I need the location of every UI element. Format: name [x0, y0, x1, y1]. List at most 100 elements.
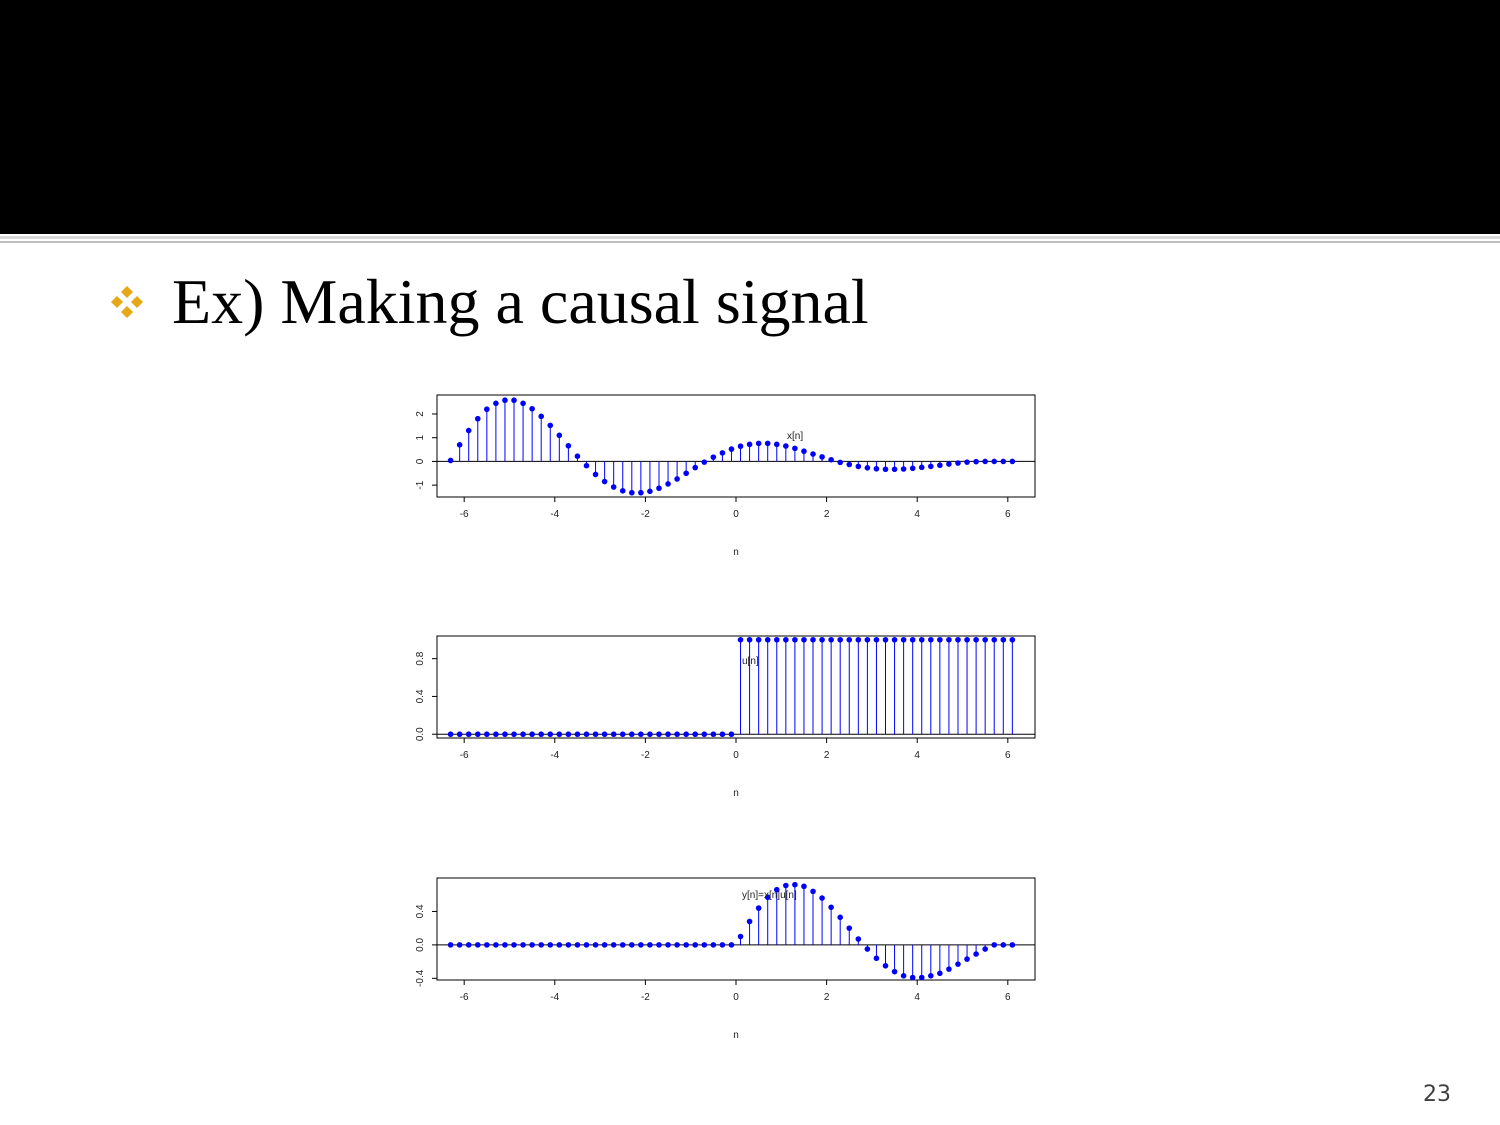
- stem-point: [991, 942, 998, 948]
- stem-point: [701, 942, 708, 948]
- title-divider-line-secondary: [0, 241, 1500, 243]
- stem-point: [991, 458, 998, 465]
- stem-point: [647, 942, 653, 948]
- stem-point: [529, 731, 535, 738]
- stem-point: [773, 636, 780, 643]
- stem-point: [710, 731, 717, 738]
- stem-point: [864, 636, 871, 643]
- stem-point: [719, 942, 726, 948]
- y-tick-label: 0.0: [415, 937, 426, 951]
- stem-point: [937, 970, 943, 977]
- stem-point: [728, 446, 735, 452]
- stem-point: [737, 636, 744, 643]
- stem-point: [955, 636, 961, 643]
- stem-point: [783, 882, 789, 889]
- stem-point: [665, 942, 671, 948]
- stem-point: [964, 956, 970, 962]
- stem-point: [928, 636, 934, 643]
- stem-point: [900, 466, 907, 472]
- stem-point: [683, 731, 689, 738]
- stem-point: [882, 962, 889, 969]
- stem-point: [710, 454, 717, 460]
- plot-frame: [436, 635, 1036, 739]
- stem-point: [891, 968, 898, 975]
- stem-point: [973, 951, 979, 957]
- stem-point: [601, 478, 608, 485]
- y-tick-label: -0.4: [415, 969, 426, 987]
- x-tick-label: -4: [550, 992, 559, 1003]
- stem-point: [855, 463, 862, 470]
- stem-point: [783, 443, 789, 449]
- stem-point: [792, 636, 798, 643]
- stem-point: [991, 636, 998, 643]
- stem-point: [946, 636, 952, 643]
- stem-point: [565, 731, 572, 738]
- stem-point: [837, 636, 843, 643]
- stem-point: [719, 450, 726, 456]
- stem-point: [746, 918, 753, 925]
- stem-point: [764, 440, 771, 447]
- y-tick-label: 0.4: [415, 904, 426, 918]
- x-tick-label: 2: [824, 750, 830, 761]
- stem-point: [737, 443, 744, 450]
- stem-point: [465, 942, 472, 948]
- stem-point: [484, 731, 490, 738]
- y-tick-label: -1: [415, 480, 426, 489]
- stem-point: [583, 462, 590, 469]
- x-axis-label: n: [733, 788, 739, 799]
- stem-point: [610, 942, 617, 948]
- stem-point: [928, 973, 934, 979]
- stem-plot-3: -6 -4 -2 0 2 4 6 -0.4 0.0 0.4 n y[n]=x[n]u[n]: [415, 877, 1036, 1041]
- stem-point: [610, 484, 617, 490]
- stem-point: [619, 488, 626, 494]
- x-tick-label: 2: [824, 992, 830, 1003]
- stem-point: [810, 451, 816, 457]
- stem-point: [819, 636, 825, 643]
- x-tick-label: 0: [733, 509, 739, 520]
- stem-point: [900, 973, 907, 979]
- stem-point: [574, 453, 581, 459]
- stem-point: [502, 942, 508, 948]
- stem-point: [474, 942, 481, 948]
- x-axis-label: n: [733, 1030, 739, 1041]
- stem-point: [1009, 636, 1016, 643]
- stem-point: [656, 731, 662, 738]
- stem-point: [592, 942, 599, 948]
- stem-point: [656, 942, 662, 948]
- stem-point: [801, 448, 807, 455]
- y-tick-label: 0.0: [415, 727, 426, 741]
- stem-point: [846, 461, 853, 468]
- stem-point: [891, 636, 898, 643]
- stem-point: [837, 914, 843, 921]
- stem-point: [982, 458, 988, 465]
- bullet-diamond-3: [121, 306, 133, 318]
- stem-point: [918, 636, 925, 643]
- stem-point: [547, 942, 554, 948]
- stem-point: [982, 636, 988, 643]
- stem-point: [900, 636, 907, 643]
- stem-point: [520, 942, 526, 948]
- stem-point: [864, 946, 871, 952]
- bullet-text: Ex) Making a causal signal: [172, 266, 869, 337]
- stem-point: [746, 441, 753, 448]
- stem-point: [737, 933, 744, 940]
- stem-point: [891, 466, 898, 473]
- plot-annotation: u[n]: [742, 656, 759, 667]
- stem-plot-1: -6 -4 -2 0 2 4 6 -1 0 1 2 n x[n]: [415, 394, 1036, 558]
- stem-point: [638, 731, 644, 738]
- stem-point: [801, 883, 807, 890]
- stem-point: [1000, 458, 1007, 465]
- bullet-diamond-1: [111, 296, 123, 308]
- stem-point: [882, 466, 889, 473]
- stem-point: [692, 731, 699, 738]
- stem-point: [792, 445, 798, 452]
- x-tick-label: 6: [1005, 992, 1011, 1003]
- x-tick-label: 0: [733, 992, 739, 1003]
- stem-point: [601, 731, 608, 738]
- stem-point: [828, 456, 834, 463]
- stem-point: [692, 464, 699, 471]
- x-tick-label: -4: [550, 750, 559, 761]
- four-diamond-bullet-icon: [111, 286, 143, 318]
- page-number: 23: [1423, 1082, 1451, 1107]
- y-tick-label: 0: [415, 458, 426, 464]
